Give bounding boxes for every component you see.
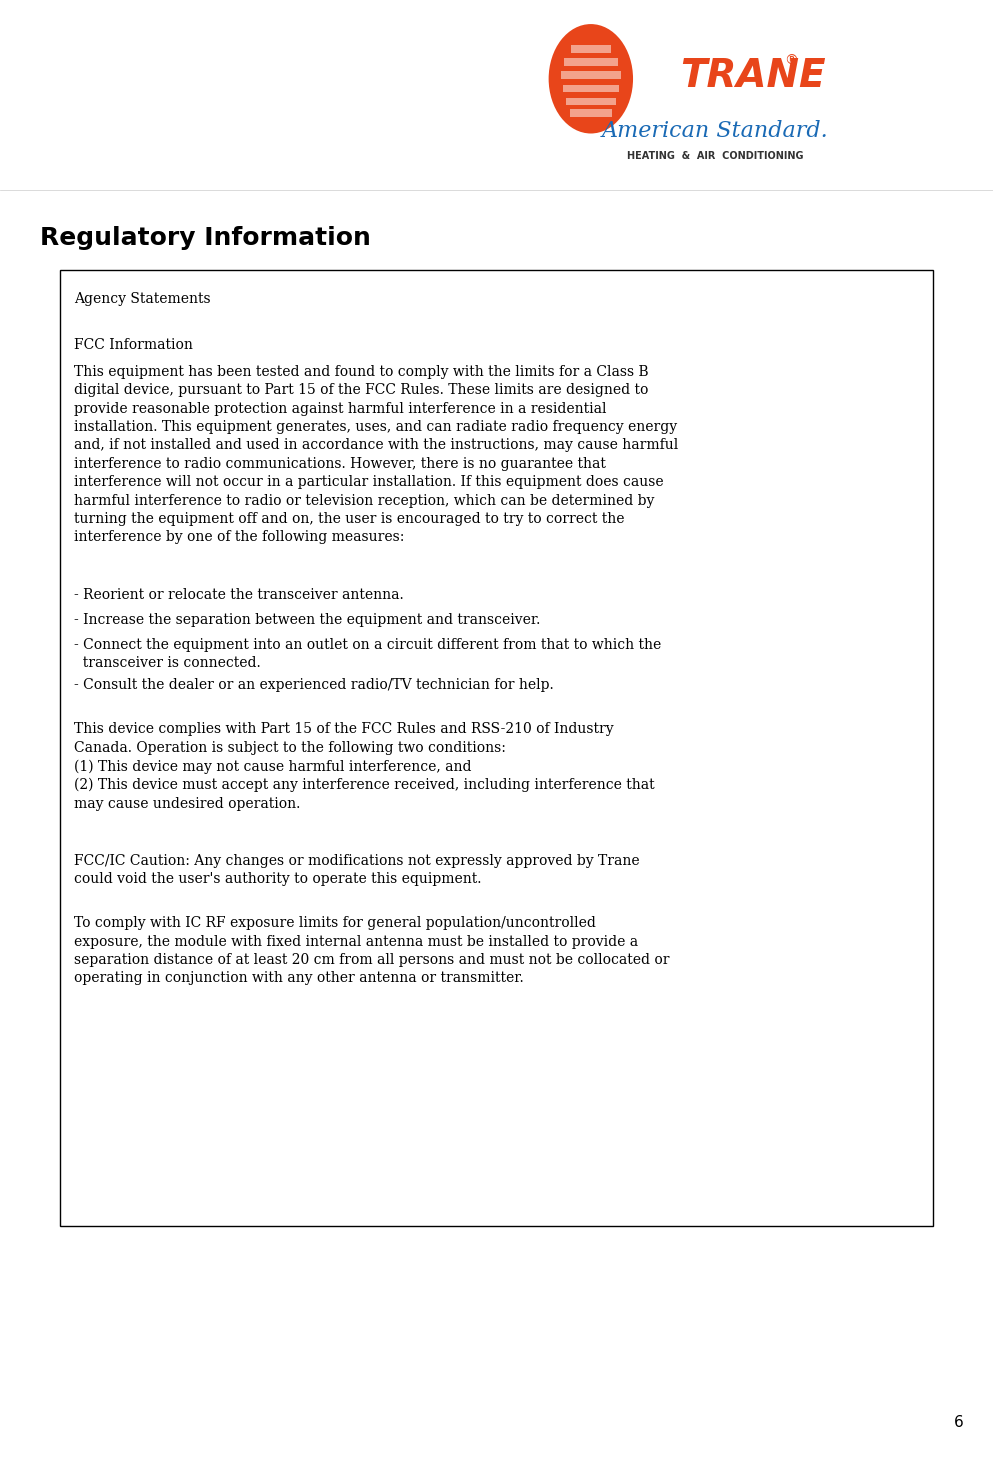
Ellipse shape xyxy=(548,25,634,134)
Bar xyxy=(562,85,620,92)
Text: ®: ® xyxy=(784,54,798,69)
Text: HEATING  &  AIR  CONDITIONING: HEATING & AIR CONDITIONING xyxy=(627,152,803,160)
Text: FCC Information: FCC Information xyxy=(74,338,194,353)
Bar xyxy=(571,45,611,53)
Text: Regulatory Information: Regulatory Information xyxy=(40,226,370,249)
Text: American Standard.: American Standard. xyxy=(602,120,828,143)
Text: FCC/IC Caution: Any changes or modifications not expressly approved by Trane
cou: FCC/IC Caution: Any changes or modificat… xyxy=(74,854,640,886)
Text: - Connect the equipment into an outlet on a circuit different from that to which: - Connect the equipment into an outlet o… xyxy=(74,638,661,670)
Bar xyxy=(570,109,612,117)
Text: This device complies with Part 15 of the FCC Rules and RSS-210 of Industry
Canad: This device complies with Part 15 of the… xyxy=(74,722,655,811)
Text: - Reorient or relocate the transceiver antenna.: - Reorient or relocate the transceiver a… xyxy=(74,588,404,603)
Text: This equipment has been tested and found to comply with the limits for a Class B: This equipment has been tested and found… xyxy=(74,365,679,544)
Bar xyxy=(561,71,621,79)
Text: Agency Statements: Agency Statements xyxy=(74,292,212,306)
Text: - Consult the dealer or an experienced radio/TV technician for help.: - Consult the dealer or an experienced r… xyxy=(74,678,554,693)
Text: To comply with IC RF exposure limits for general population/uncontrolled
exposur: To comply with IC RF exposure limits for… xyxy=(74,916,670,985)
Text: - Increase the separation between the equipment and transceiver.: - Increase the separation between the eq… xyxy=(74,613,541,627)
Text: TRANE: TRANE xyxy=(680,57,826,95)
Text: 6: 6 xyxy=(953,1415,963,1430)
Bar xyxy=(566,98,616,105)
Bar xyxy=(564,58,618,66)
